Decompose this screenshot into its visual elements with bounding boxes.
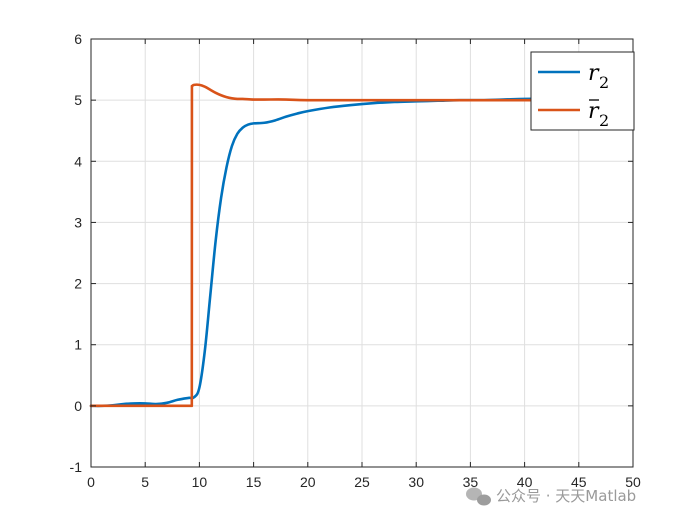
y-tick-label: 0 — [74, 398, 82, 414]
x-tick-label: 50 — [625, 474, 641, 490]
y-tick-label: 5 — [74, 92, 82, 108]
y-tick-label: 4 — [74, 153, 82, 169]
legend-label: r — [588, 61, 600, 86]
x-tick-label: 0 — [87, 474, 95, 490]
wechat-icon — [466, 487, 491, 506]
x-tick-label: 10 — [192, 474, 208, 490]
watermark-text: 公众号 · 天天Matlab — [496, 487, 636, 505]
y-tick-label: -1 — [70, 459, 83, 475]
x-tick-label: 15 — [246, 474, 262, 490]
y-tick-label: 2 — [74, 276, 82, 292]
y-tick-label: 3 — [74, 214, 82, 230]
x-tick-label: 35 — [463, 474, 479, 490]
x-tick-label: 45 — [571, 474, 587, 490]
series-line-2 — [89, 83, 635, 408]
x-tick-label: 20 — [300, 474, 316, 490]
legend: r 2r 2 — [530, 51, 635, 131]
y-tick-label: 6 — [74, 31, 82, 47]
legend-label-subscript: 2 — [599, 73, 609, 92]
series-layer — [89, 83, 635, 408]
watermark: 公众号 · 天天Matlab — [466, 487, 636, 506]
legend-label-subscript: 2 — [599, 111, 609, 130]
legend-label: r — [588, 99, 600, 124]
x-tick-label: 5 — [141, 474, 149, 490]
legend-box — [530, 51, 635, 131]
x-tick-label: 40 — [517, 474, 533, 490]
y-tick-label: 1 — [74, 337, 82, 353]
x-tick-label: 30 — [408, 474, 424, 490]
x-tick-label: 25 — [354, 474, 370, 490]
